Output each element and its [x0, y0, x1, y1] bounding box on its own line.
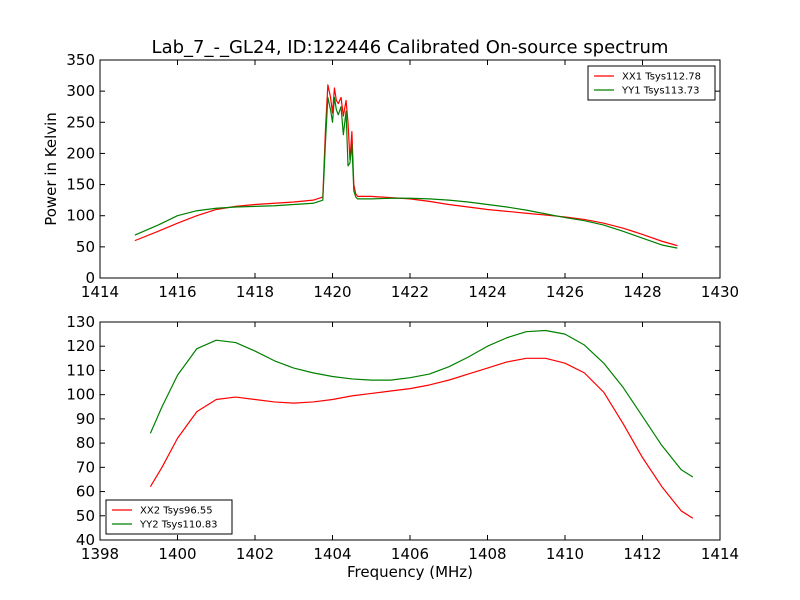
top-legend-frame	[587, 65, 716, 101]
bottom-x-tick-label: 1414	[701, 545, 739, 563]
top-y-tick-label: 0	[85, 269, 95, 287]
bottom-y-tick-label: 120	[66, 337, 95, 355]
bottom-spectrum-chart: 1398 1400 1402 1404 1406 1408 1410 1412 1414 40 50…	[66, 313, 739, 581]
top-series-line-1	[134, 84, 678, 247]
top-series-line-2	[134, 96, 678, 249]
top-y-tick-label: 150	[66, 176, 95, 194]
top-legend-label: XX1 Tsys112.78	[622, 72, 701, 83]
top-y-tick-label: 200	[66, 144, 95, 162]
top-y-axis-label: Power in Kelvin	[42, 112, 60, 226]
bottom-legend: XX2 Tsys96.55 YY2 Tsys110.83	[105, 499, 233, 535]
bottom-y-tick-label: 90	[76, 410, 95, 428]
top-legend-label: YY1 Tsys113.73	[621, 86, 700, 97]
bottom-y-tick-label: 60	[76, 483, 95, 501]
bottom-x-tick-label: 1412	[623, 545, 661, 563]
top-x-tick-label: 1422	[391, 283, 429, 301]
bottom-x-tick-label: 1398	[81, 545, 119, 563]
top-legend: XX1 Tsys112.78 YY1 Tsys113.73	[587, 65, 716, 101]
bottom-legend-label: YY2 Tsys110.83	[139, 520, 218, 531]
top-spectrum-chart: 1414 1416 1418 1420 1422 1424 1426 1428 1430 0 50 1…	[42, 51, 739, 301]
bottom-legend-label: XX2 Tsys96.55	[140, 506, 213, 517]
bottom-y-tick-label: 70	[76, 458, 95, 476]
top-chart-title: Lab_7_-_GL24, ID:122446 Calibrated On-so…	[152, 37, 669, 58]
top-y-tick-label: 50	[76, 238, 95, 256]
bottom-y-tick-label: 110	[66, 361, 95, 379]
bottom-series-line-2	[149, 329, 694, 478]
bottom-x-tick-label: 1406	[391, 545, 429, 563]
top-x-tick-label: 1414	[81, 283, 119, 301]
bottom-x-tick-label: 1410	[546, 545, 584, 563]
top-y-tick-label: 300	[66, 82, 95, 100]
bottom-x-tick-label: 1400	[158, 545, 196, 563]
top-x-tick-label: 1416	[158, 283, 196, 301]
top-x-tick-label: 1426	[546, 283, 584, 301]
top-x-tick-label: 1424	[468, 283, 506, 301]
top-x-tick-label: 1428	[623, 283, 661, 301]
top-x-tick-label: 1420	[313, 283, 351, 301]
bottom-legend-frame	[105, 499, 233, 535]
top-y-tick-label: 350	[66, 51, 95, 69]
bottom-x-axis-label: Frequency (MHz)	[347, 563, 473, 581]
bottom-y-tick-label: 80	[76, 434, 95, 452]
bottom-x-tick-label: 1408	[468, 545, 506, 563]
top-y-tick-label: 100	[66, 207, 95, 225]
top-x-tick-label: 1418	[236, 283, 274, 301]
top-y-tick-label: 250	[66, 113, 95, 131]
bottom-y-tick-label: 50	[76, 507, 95, 525]
bottom-x-tick-label: 1402	[236, 545, 274, 563]
top-x-tick-label: 1430	[701, 283, 739, 301]
bottom-y-tick-label: 40	[76, 531, 95, 549]
bottom-y-tick-label: 100	[66, 386, 95, 404]
bottom-series-line-1	[149, 357, 694, 519]
bottom-y-tick-label: 130	[66, 313, 95, 331]
bottom-x-tick-label: 1404	[313, 545, 351, 563]
